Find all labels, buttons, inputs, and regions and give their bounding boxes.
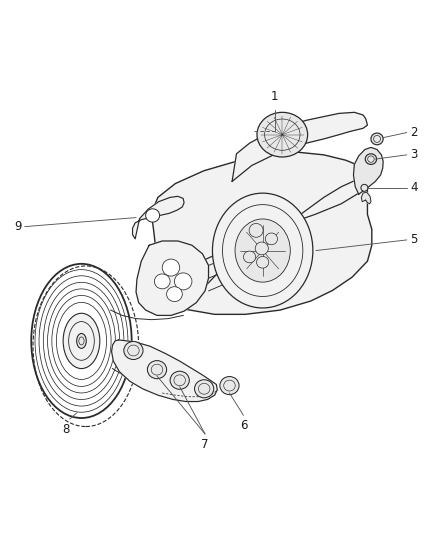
Ellipse shape bbox=[371, 133, 383, 145]
Ellipse shape bbox=[63, 313, 100, 368]
Ellipse shape bbox=[220, 376, 239, 394]
Text: 3: 3 bbox=[410, 148, 417, 161]
Ellipse shape bbox=[194, 379, 214, 398]
Polygon shape bbox=[136, 241, 208, 316]
Text: 7: 7 bbox=[201, 438, 209, 451]
Text: 4: 4 bbox=[410, 181, 418, 195]
Ellipse shape bbox=[212, 193, 313, 308]
Polygon shape bbox=[353, 148, 383, 194]
Text: 5: 5 bbox=[410, 233, 417, 246]
Ellipse shape bbox=[154, 274, 170, 289]
Ellipse shape bbox=[249, 223, 263, 237]
Ellipse shape bbox=[162, 259, 180, 276]
Text: 1: 1 bbox=[271, 90, 279, 103]
Polygon shape bbox=[158, 176, 370, 304]
Ellipse shape bbox=[170, 371, 189, 389]
Text: 2: 2 bbox=[410, 126, 418, 139]
Polygon shape bbox=[133, 196, 184, 239]
Ellipse shape bbox=[124, 342, 143, 360]
Ellipse shape bbox=[255, 242, 268, 255]
Ellipse shape bbox=[235, 219, 290, 282]
Ellipse shape bbox=[77, 334, 86, 349]
Ellipse shape bbox=[361, 184, 368, 191]
Ellipse shape bbox=[146, 209, 159, 222]
Ellipse shape bbox=[244, 251, 256, 263]
Ellipse shape bbox=[148, 361, 166, 378]
Ellipse shape bbox=[365, 154, 377, 165]
Text: 6: 6 bbox=[240, 419, 247, 432]
Polygon shape bbox=[112, 340, 217, 401]
Text: 9: 9 bbox=[14, 220, 21, 233]
Polygon shape bbox=[361, 192, 371, 204]
Polygon shape bbox=[232, 112, 367, 181]
Ellipse shape bbox=[166, 287, 182, 302]
Ellipse shape bbox=[257, 256, 269, 268]
Ellipse shape bbox=[265, 233, 278, 245]
Polygon shape bbox=[151, 152, 372, 314]
Ellipse shape bbox=[174, 273, 192, 290]
Ellipse shape bbox=[257, 112, 307, 157]
Text: 8: 8 bbox=[63, 423, 70, 436]
